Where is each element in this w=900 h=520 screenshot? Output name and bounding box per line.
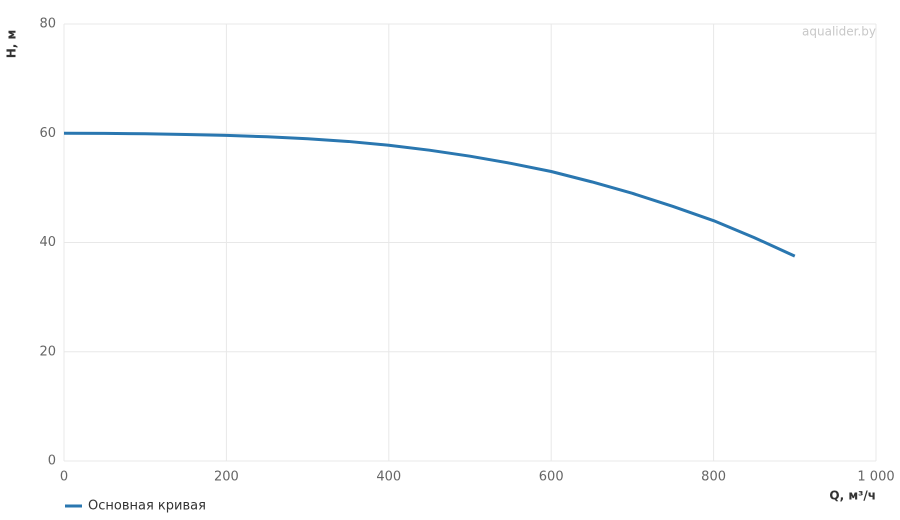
- y-tick-label: 40: [39, 235, 56, 250]
- y-tick-label: 80: [39, 17, 56, 32]
- x-axis-label: Q, м³/ч: [829, 489, 876, 503]
- x-tick-label: 200: [214, 470, 239, 485]
- x-tick-label: 0: [60, 470, 68, 485]
- y-axis-label: H, м: [5, 30, 19, 59]
- x-tick-label: 800: [701, 470, 726, 485]
- x-tick-label: 400: [376, 470, 401, 485]
- y-tick-label: 20: [39, 344, 56, 359]
- x-tick-label: 600: [539, 470, 564, 485]
- watermark: aqualider.by: [802, 25, 876, 39]
- y-tick-label: 60: [39, 126, 56, 141]
- y-tick-label: 0: [48, 454, 56, 469]
- legend-label: Основная кривая: [88, 499, 206, 514]
- line-series: [63, 131, 796, 258]
- x-tick-label: 1 000: [857, 470, 894, 485]
